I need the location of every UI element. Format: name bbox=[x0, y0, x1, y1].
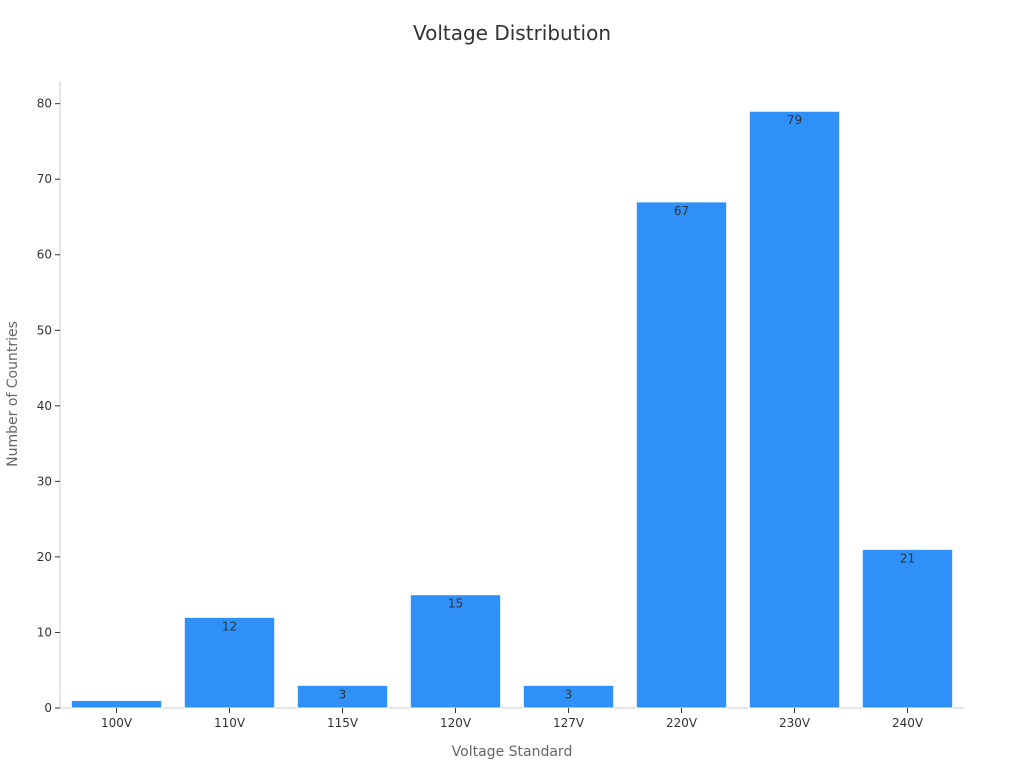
x-tick-label: 100V bbox=[101, 716, 133, 730]
x-tick-label: 127V bbox=[553, 716, 585, 730]
y-tick-label: 10 bbox=[37, 625, 52, 639]
data-label-240V: 21 bbox=[900, 551, 915, 565]
y-axis-label: Number of Countries bbox=[5, 321, 21, 467]
y-tick-label: 40 bbox=[37, 399, 52, 413]
x-tick-label: 240V bbox=[892, 716, 924, 730]
data-label-127V: 3 bbox=[565, 687, 573, 701]
bar-110V bbox=[183, 616, 276, 709]
x-tick-label: 115V bbox=[327, 716, 359, 730]
x-tick-label: 230V bbox=[779, 716, 811, 730]
data-label-220V: 67 bbox=[674, 204, 689, 218]
data-label-230V: 79 bbox=[787, 113, 802, 127]
data-label-115V: 3 bbox=[339, 687, 347, 701]
x-tick-label: 110V bbox=[214, 716, 246, 730]
x-axis-label: Voltage Standard bbox=[452, 744, 573, 760]
y-tick-label: 60 bbox=[37, 248, 52, 262]
value-labels-group: 12 3 15 3 67 79 21 bbox=[222, 113, 915, 701]
y-tick-label: 20 bbox=[37, 550, 52, 564]
bar-230V bbox=[748, 110, 841, 709]
x-axis-ticks: 100V 110V 115V 120V 127V 220V 230V 240V bbox=[101, 708, 924, 730]
data-label-110V: 12 bbox=[222, 619, 237, 633]
y-tick-label: 0 bbox=[44, 701, 52, 715]
y-tick-label: 50 bbox=[37, 323, 52, 337]
bar-240V bbox=[861, 548, 954, 709]
bar-120V bbox=[409, 594, 502, 709]
y-tick-label: 80 bbox=[37, 97, 52, 111]
bars-group bbox=[70, 110, 954, 709]
chart-title: Voltage Distribution bbox=[413, 21, 611, 45]
x-tick-label: 220V bbox=[666, 716, 698, 730]
y-tick-label: 30 bbox=[37, 474, 52, 488]
bar-220V bbox=[635, 201, 728, 709]
y-tick-label: 70 bbox=[37, 172, 52, 186]
x-tick-label: 120V bbox=[440, 716, 472, 730]
data-label-120V: 15 bbox=[448, 597, 463, 611]
y-axis-ticks: 0 10 20 30 40 50 60 70 80 bbox=[37, 97, 60, 715]
bar-100V bbox=[70, 699, 163, 709]
